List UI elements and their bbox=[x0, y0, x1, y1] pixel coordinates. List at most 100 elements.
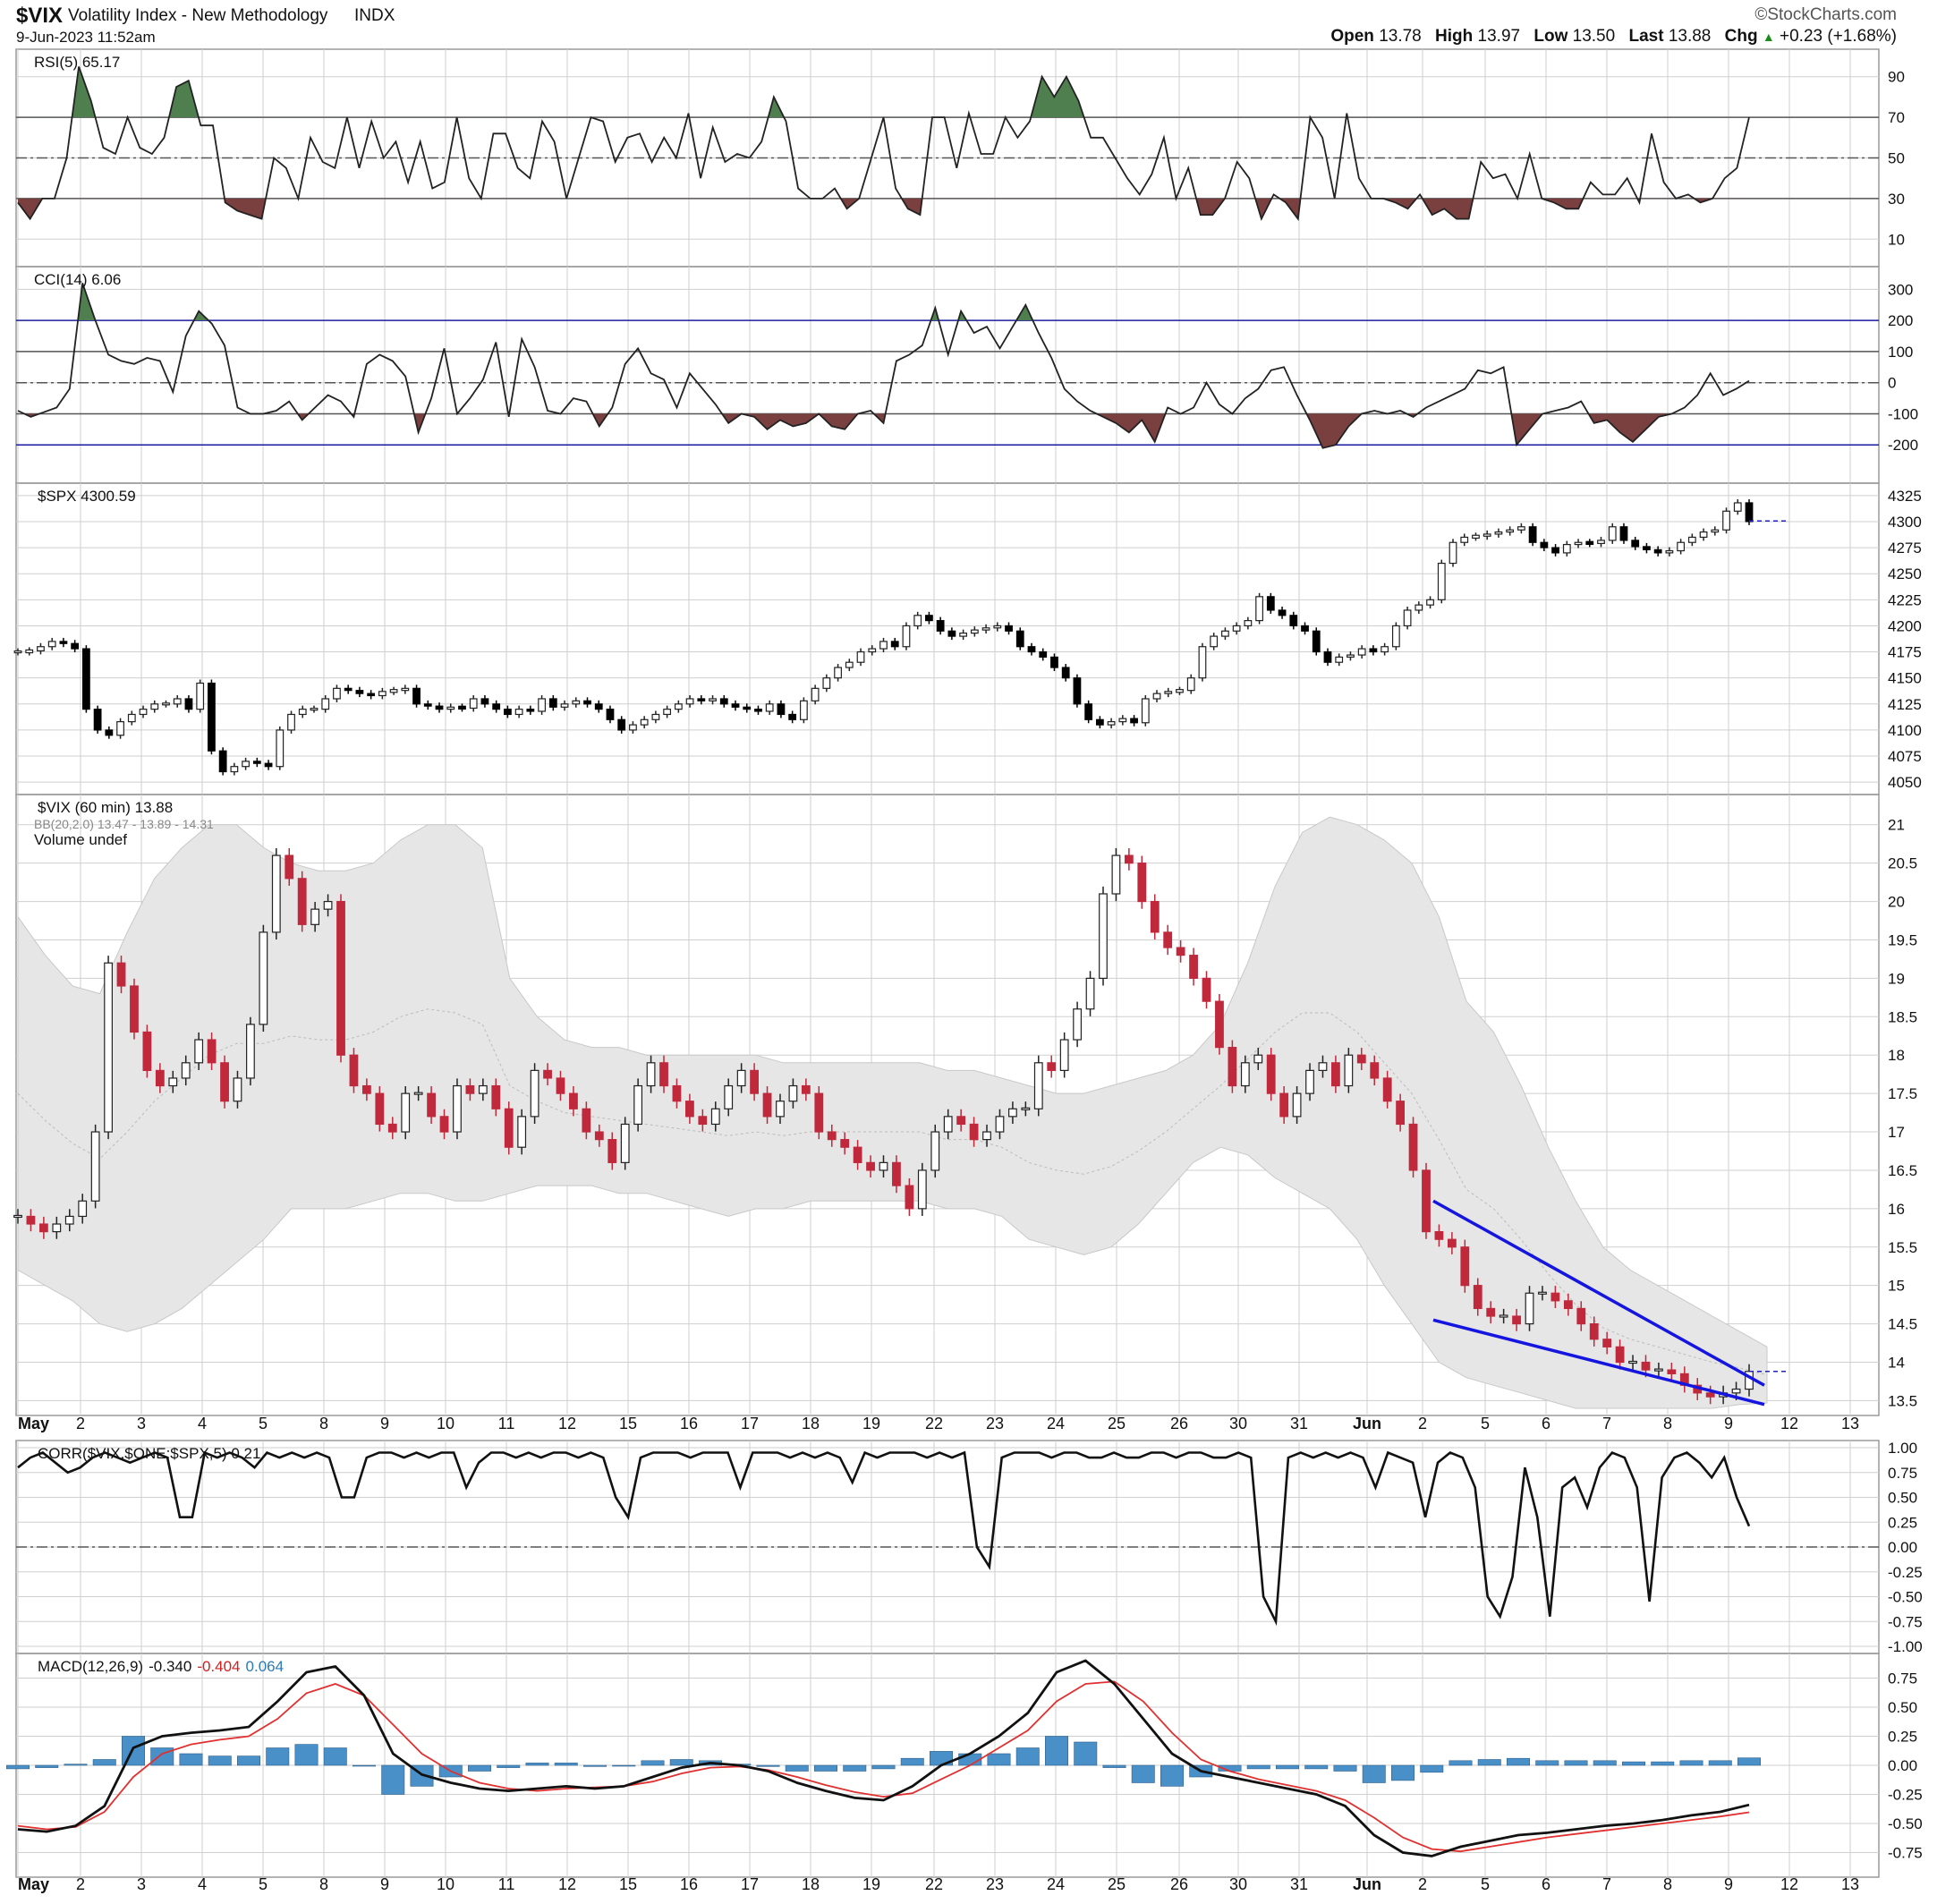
x-axis-label: Jun bbox=[1353, 1875, 1381, 1893]
spx-candle bbox=[1574, 541, 1583, 546]
spx-candle bbox=[640, 718, 649, 726]
datetime: 9-Jun-2023 11:52am bbox=[16, 29, 156, 46]
vix-candle bbox=[1486, 1307, 1496, 1317]
vix-candle bbox=[259, 931, 268, 1025]
vix-candle bbox=[361, 1084, 371, 1094]
macd-histogram-bar bbox=[958, 1753, 982, 1766]
vix-candle bbox=[917, 1169, 927, 1210]
cci-tick-label: 300 bbox=[1888, 281, 1913, 298]
x-axis-label: 7 bbox=[1602, 1415, 1611, 1432]
spx-tick-label: 4175 bbox=[1888, 644, 1922, 661]
vix-candle bbox=[1033, 1062, 1043, 1109]
spx-candle bbox=[1335, 656, 1344, 663]
spx-candle bbox=[1687, 536, 1696, 543]
macd-histogram-bar bbox=[497, 1764, 521, 1768]
cci-tick-label: 200 bbox=[1888, 312, 1913, 329]
corr-tick-label: 1.00 bbox=[1888, 1440, 1917, 1457]
spx-candle bbox=[344, 687, 353, 692]
vix-candle bbox=[995, 1116, 1005, 1133]
macd-histogram-bar bbox=[1391, 1764, 1415, 1781]
x-axis-label: 11 bbox=[498, 1875, 515, 1893]
vix-label: $VIX (60 min) 13.88 bbox=[38, 799, 173, 816]
x-axis-label: 30 bbox=[1229, 1875, 1247, 1893]
corr-tick-label: 0.00 bbox=[1888, 1539, 1917, 1556]
spx-candle bbox=[1677, 541, 1686, 552]
vix-candle bbox=[1667, 1369, 1677, 1374]
brand-logo: ©StockCharts.com bbox=[1754, 5, 1897, 24]
macd-histogram-bar bbox=[1449, 1760, 1473, 1766]
spx-candle bbox=[902, 625, 911, 648]
spx-candle bbox=[651, 713, 660, 720]
spx-candle bbox=[1266, 596, 1275, 611]
vix-candle bbox=[1047, 1062, 1057, 1071]
spx-candle bbox=[1186, 677, 1195, 692]
vix-tick-label: 18.5 bbox=[1888, 1008, 1917, 1025]
spx-candle bbox=[1711, 529, 1720, 533]
spx-candle bbox=[469, 698, 478, 710]
spx-frame bbox=[15, 482, 1880, 795]
x-axis-label: 2 bbox=[76, 1415, 85, 1432]
spx-candle bbox=[355, 690, 364, 694]
spx-candle bbox=[1061, 667, 1070, 679]
macd-tick-label: -0.75 bbox=[1888, 1845, 1923, 1862]
vix-candle bbox=[801, 1084, 811, 1094]
chg-arrow-icon: ▲ bbox=[1762, 30, 1775, 44]
vix-frame bbox=[15, 794, 1880, 1416]
vix-candle bbox=[1602, 1339, 1612, 1347]
x-axis-label: 12 bbox=[558, 1875, 576, 1893]
vix-candle bbox=[1563, 1300, 1573, 1310]
vix-candle bbox=[207, 1039, 217, 1064]
panel-macd: 0.75 0.50 0.25 0.00 -0.25 -0.50 -0.75 MACD(12,2… bbox=[6, 1653, 1923, 1878]
spx-candle bbox=[834, 667, 842, 679]
macd-histogram-bar bbox=[1160, 1764, 1184, 1787]
vix-candle bbox=[1525, 1292, 1534, 1325]
spx-candle bbox=[367, 693, 376, 697]
macd-histogram-bar bbox=[1622, 1761, 1645, 1766]
vix-candle bbox=[168, 1077, 178, 1087]
spx-candle bbox=[1005, 625, 1013, 632]
x-axis-label: May bbox=[18, 1415, 49, 1432]
vix-candle bbox=[491, 1084, 501, 1109]
vix-candle bbox=[1266, 1054, 1276, 1094]
vix-candle bbox=[892, 1161, 901, 1186]
vix-candle bbox=[453, 1084, 462, 1133]
spx-candle bbox=[1631, 540, 1640, 548]
macd-histogram-bar bbox=[237, 1755, 260, 1766]
vix-tick-label: 20 bbox=[1888, 894, 1905, 911]
spx-candle bbox=[423, 703, 432, 707]
vix-candle bbox=[375, 1092, 385, 1126]
x-axis-label: 6 bbox=[1542, 1415, 1550, 1432]
x-axis-label: 8 bbox=[319, 1875, 328, 1893]
spx-candle bbox=[116, 721, 124, 736]
spx-candle bbox=[822, 677, 831, 689]
spx-candle bbox=[765, 703, 774, 712]
spx-tick-label: 4225 bbox=[1888, 591, 1922, 608]
spx-candle bbox=[1585, 540, 1594, 546]
vix-candle bbox=[1615, 1346, 1625, 1364]
spx-candle bbox=[993, 625, 1002, 629]
corr-tick-label: 0.75 bbox=[1888, 1465, 1917, 1482]
vix-candle bbox=[1073, 1008, 1083, 1041]
macd-macd-line bbox=[17, 1659, 1750, 1857]
x-axis-label: 31 bbox=[1290, 1415, 1308, 1432]
macd-histogram-bar bbox=[583, 1764, 607, 1767]
spx-candle bbox=[685, 698, 694, 705]
spx-candle bbox=[150, 703, 159, 710]
last-value: 13.88 bbox=[1668, 27, 1712, 46]
spx-candle bbox=[1050, 656, 1058, 668]
spx-candle bbox=[1619, 526, 1628, 541]
spx-candle bbox=[868, 648, 877, 653]
macd-histogram-bar bbox=[1420, 1764, 1444, 1773]
vix-tick-label: 17 bbox=[1888, 1124, 1905, 1141]
spx-candle bbox=[1653, 548, 1662, 554]
macd-histogram-bar bbox=[641, 1760, 665, 1766]
corr-tick-label: -1.00 bbox=[1888, 1638, 1923, 1655]
x-axis-label: 17 bbox=[741, 1875, 759, 1893]
vix-candle bbox=[1396, 1101, 1406, 1126]
spx-candle bbox=[925, 615, 933, 622]
spx-candle bbox=[252, 761, 261, 764]
macd-histogram-bar bbox=[1651, 1761, 1675, 1766]
spx-candle bbox=[1608, 526, 1617, 541]
vix-candle bbox=[1408, 1123, 1418, 1171]
vix-volume-label: Volume undef bbox=[34, 831, 127, 848]
